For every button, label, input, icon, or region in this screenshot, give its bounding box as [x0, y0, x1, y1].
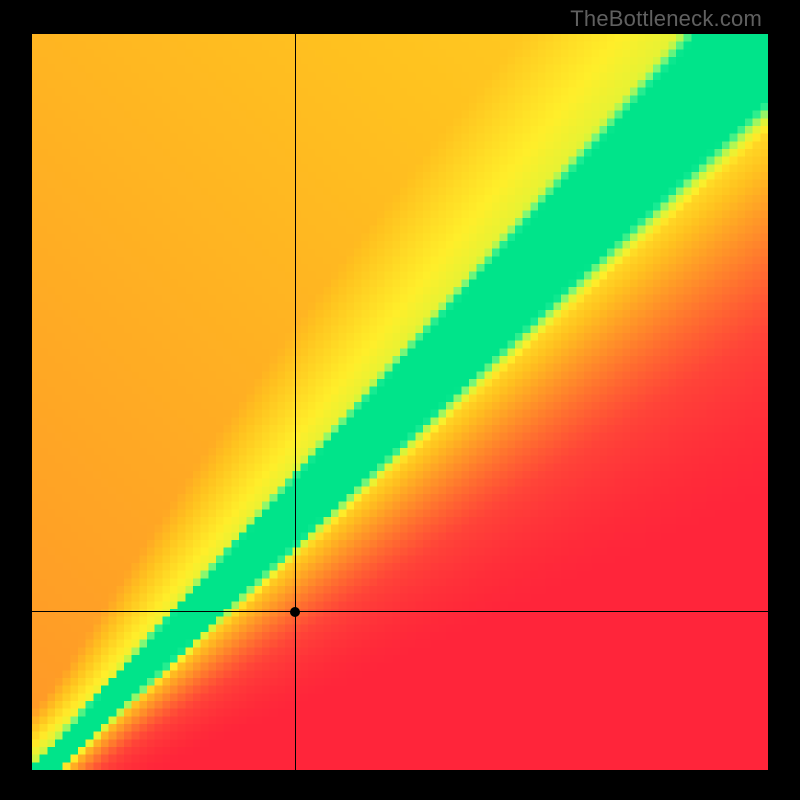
bottleneck-heatmap: [32, 34, 768, 770]
marker-crosshair-vertical: [295, 34, 296, 770]
source-watermark: TheBottleneck.com: [570, 6, 762, 32]
marker-crosshair-horizontal: [32, 611, 768, 612]
